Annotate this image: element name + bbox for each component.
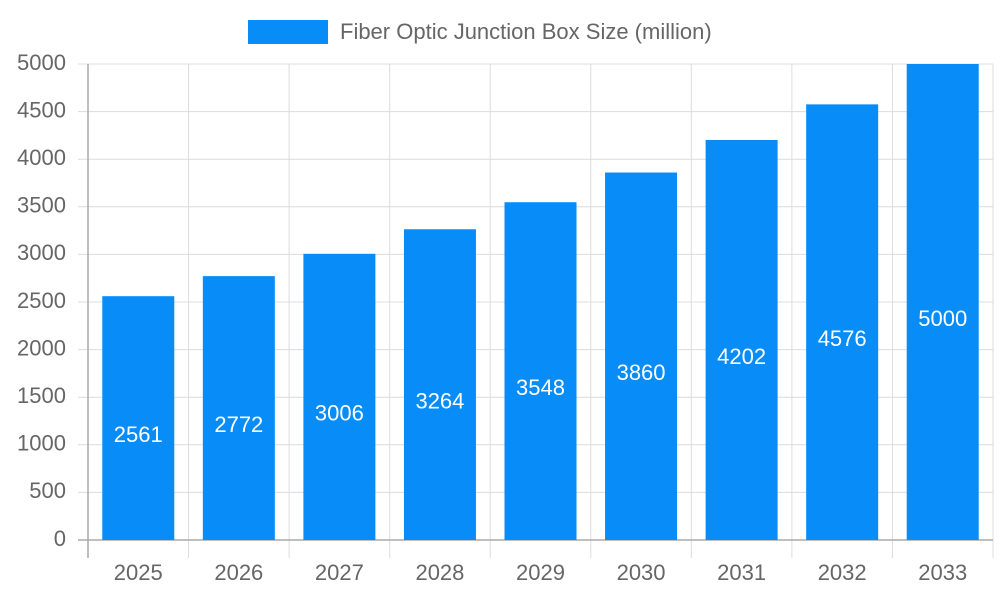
value-label: 3006	[315, 401, 364, 426]
y-tick-label: 3000	[17, 240, 66, 265]
value-label: 5000	[918, 306, 967, 331]
y-tick-label: 1500	[17, 383, 66, 408]
x-tick-label: 2026	[214, 560, 263, 585]
y-tick-label: 4000	[17, 145, 66, 170]
y-tick-label: 2500	[17, 288, 66, 313]
value-label: 3548	[516, 375, 565, 400]
y-tick-label: 500	[29, 478, 66, 503]
y-tick-label: 5000	[17, 50, 66, 75]
x-tick-label: 2028	[415, 560, 464, 585]
value-label: 4576	[818, 326, 867, 351]
value-label: 3264	[415, 388, 464, 413]
x-tick-label: 2033	[918, 560, 967, 585]
y-tick-label: 2000	[17, 335, 66, 360]
x-tick-label: 2029	[516, 560, 565, 585]
bar	[303, 253, 376, 540]
value-label: 2561	[114, 422, 163, 447]
x-tick-label: 2031	[717, 560, 766, 585]
bar	[504, 202, 577, 540]
x-tick-label: 2030	[617, 560, 666, 585]
bar	[705, 139, 778, 540]
bar	[605, 172, 678, 540]
value-label: 4202	[717, 344, 766, 369]
legend-swatch	[248, 20, 328, 44]
y-tick-label: 1000	[17, 431, 66, 456]
bar	[102, 296, 175, 540]
x-tick-label: 2027	[315, 560, 364, 585]
y-tick-label: 3500	[17, 193, 66, 218]
y-tick-label: 4500	[17, 97, 66, 122]
bar	[806, 104, 879, 540]
y-tick-label: 0	[54, 526, 66, 551]
bar	[202, 276, 275, 540]
value-label: 2772	[214, 412, 263, 437]
legend-label: Fiber Optic Junction Box Size (million)	[340, 19, 712, 44]
bar	[906, 64, 979, 540]
x-tick-label: 2025	[114, 560, 163, 585]
value-label: 3860	[617, 360, 666, 385]
bar	[403, 229, 476, 540]
x-tick-label: 2032	[818, 560, 867, 585]
